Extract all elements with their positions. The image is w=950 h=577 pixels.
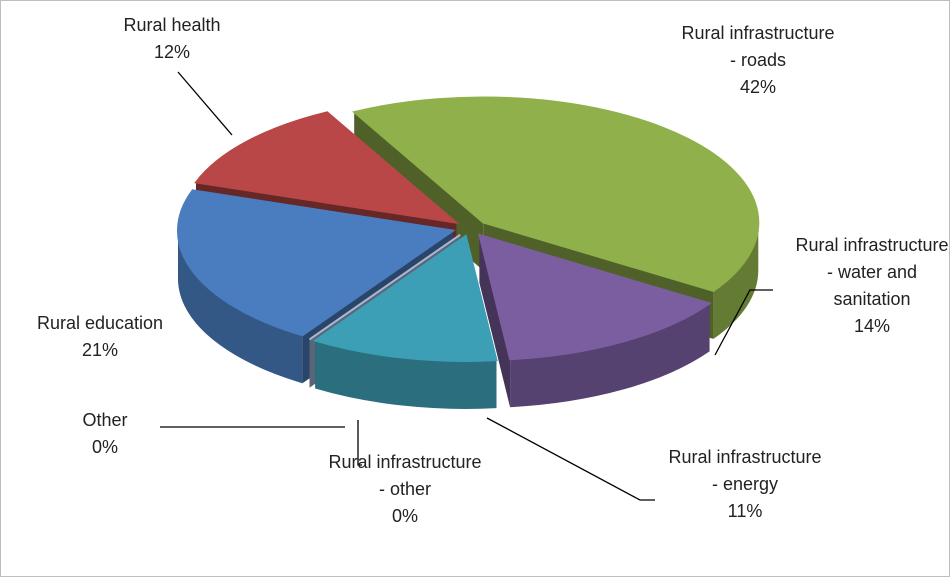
slice-label: Rural infrastructure - roads 42% [678,20,838,101]
slice-top [352,96,760,293]
value-label: 21% [81,340,119,360]
slice-top [478,233,712,361]
category-name: Rural education [36,313,164,333]
slice-top [194,111,460,225]
category-name: Rural health [123,15,221,35]
slice-label: Rural infrastructure - energy 11% [665,444,825,525]
slice [312,234,498,409]
slice-side [177,230,303,384]
leader-line [177,71,233,136]
leader-line [486,417,655,501]
value-label: 42% [739,77,777,97]
value-label: 14% [853,316,891,336]
slice-label: Other 0% [25,407,185,461]
slice-label: Rural infrastructure - water and sanitat… [792,232,950,340]
slice-side [713,222,759,339]
slice-side [510,303,710,408]
category-name: Rural infrastructure - roads [681,23,835,70]
leader-line [714,289,773,356]
slice-top [312,234,498,362]
value-label: 11% [727,501,763,521]
value-label: 0% [391,506,418,526]
slice [478,233,712,408]
slice-top [177,189,456,337]
slice-side [315,340,497,409]
slice-label: Rural education 21% [20,310,180,364]
value-label: 12% [153,42,191,62]
slice-label: Rural health 12% [92,12,252,66]
leader-line [357,420,362,466]
slice-label: Rural infrastructure - other 0% [325,449,485,530]
value-label: 0% [91,437,118,457]
category-name: Other [82,410,128,430]
category-name: Rural infrastructure - water and sanitat… [795,235,949,309]
category-name: Rural infrastructure - other [328,452,482,499]
category-name: Rural infrastructure - energy [668,447,822,494]
slice-edge [479,234,511,408]
